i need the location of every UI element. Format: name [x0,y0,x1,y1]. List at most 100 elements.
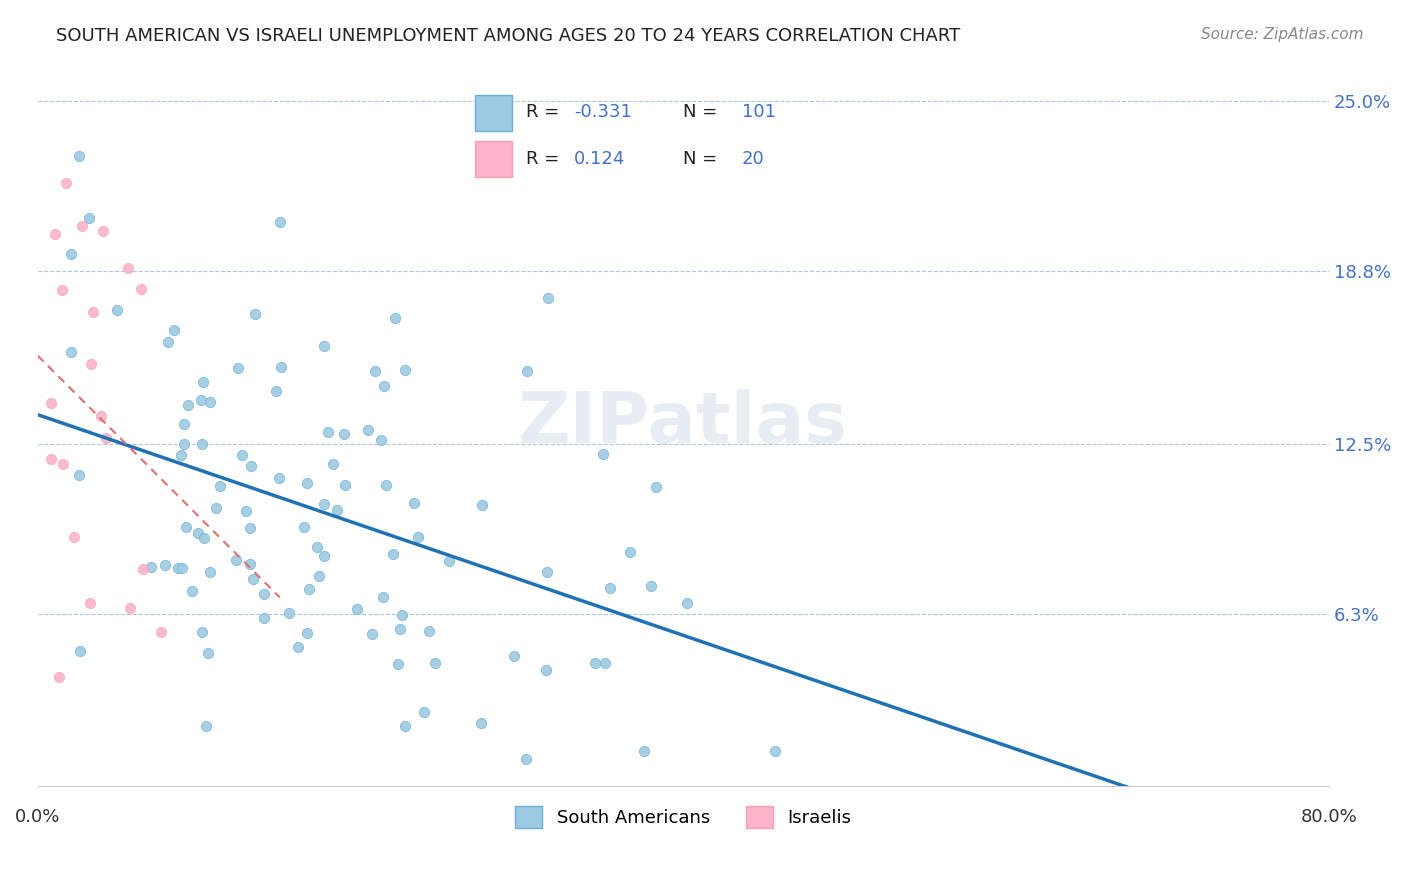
Point [167,560,190,574]
Point [373,590,395,604]
Point [394,719,416,733]
Point [129,282,152,296]
Point [640,579,662,593]
Text: -0.331: -0.331 [574,103,631,121]
Point [314,339,336,353]
Point [157,334,180,349]
Point [163,323,186,337]
Point [170,449,193,463]
Point [375,478,398,492]
Point [195,719,218,733]
Point [406,530,429,544]
Point [308,569,330,583]
FancyBboxPatch shape [475,95,512,131]
Text: SOUTH AMERICAN VS ISRAELI UNEMPLOYMENT AMONG AGES 20 TO 24 YEARS CORRELATION CHA: SOUTH AMERICAN VS ISRAELI UNEMPLOYMENT A… [56,27,960,45]
Text: 101: 101 [742,103,776,121]
Text: Source: ZipAtlas.com: Source: ZipAtlas.com [1201,27,1364,42]
Text: 80.0%: 80.0% [1301,808,1357,826]
Point [79,596,101,610]
Point [346,602,368,616]
Point [69,644,91,658]
Point [79,211,101,226]
Point [266,384,288,399]
Point [593,657,616,671]
FancyBboxPatch shape [475,141,512,177]
Point [384,311,406,326]
Point [332,427,354,442]
Point [326,503,349,517]
Point [370,433,392,447]
Point [173,417,195,431]
Point [583,656,606,670]
Point [209,478,232,492]
Point [239,459,262,474]
Point [287,640,309,654]
Point [470,716,492,731]
Point [82,304,104,318]
Point [357,423,380,437]
Point [335,477,357,491]
Text: R =: R = [526,150,565,168]
Point [644,480,666,494]
Point [52,457,75,471]
Text: 0.0%: 0.0% [15,808,60,826]
Point [191,437,214,451]
Point [117,260,139,275]
Point [253,611,276,625]
Point [198,394,221,409]
Point [536,566,558,580]
Point [312,549,335,564]
Point [382,547,405,561]
Point [471,499,494,513]
Point [91,224,114,238]
Point [72,219,94,234]
Point [316,425,339,439]
Point [298,582,321,596]
Point [270,359,292,374]
Legend: South Americans, Israelis: South Americans, Israelis [508,799,859,836]
Point [67,148,90,162]
Point [197,646,219,660]
Point [60,344,83,359]
Point [253,587,276,601]
Point [226,360,249,375]
Point [239,521,262,535]
Point [418,624,440,638]
Point [387,657,409,672]
Point [412,705,434,719]
Point [404,496,426,510]
Point [295,476,318,491]
Point [503,648,526,663]
Point [267,471,290,485]
Point [592,447,614,461]
Text: N =: N = [683,103,723,121]
Point [132,562,155,576]
Point [187,526,209,541]
Point [48,670,70,684]
Point [437,554,460,568]
Point [242,572,264,586]
Point [423,656,446,670]
Point [763,744,786,758]
Point [191,624,214,639]
Point [235,504,257,518]
Text: 0.124: 0.124 [574,150,626,168]
Point [193,531,215,545]
Text: 20: 20 [742,150,765,168]
Point [619,545,641,559]
Point [322,457,344,471]
Point [305,540,328,554]
Point [51,283,73,297]
Point [295,625,318,640]
Point [173,437,195,451]
Point [515,752,537,766]
Point [314,497,336,511]
Point [537,291,560,305]
Point [391,608,413,623]
Point [67,468,90,483]
Point [292,520,315,534]
Point [59,247,82,261]
Point [55,176,77,190]
Point [62,530,84,544]
Point [633,744,655,758]
